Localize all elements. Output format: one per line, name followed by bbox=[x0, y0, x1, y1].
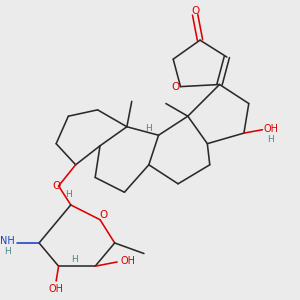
Text: H: H bbox=[65, 190, 72, 199]
Text: H: H bbox=[146, 124, 152, 134]
Text: H: H bbox=[71, 255, 78, 264]
Text: OH: OH bbox=[49, 284, 64, 294]
Text: O: O bbox=[191, 6, 199, 16]
Text: O: O bbox=[172, 82, 180, 92]
Text: NH: NH bbox=[0, 236, 15, 246]
Text: O: O bbox=[52, 181, 60, 191]
Text: O: O bbox=[100, 211, 108, 220]
Text: OH: OH bbox=[121, 256, 136, 266]
Text: OH: OH bbox=[263, 124, 278, 134]
Text: H: H bbox=[4, 247, 11, 256]
Text: H: H bbox=[267, 135, 274, 144]
